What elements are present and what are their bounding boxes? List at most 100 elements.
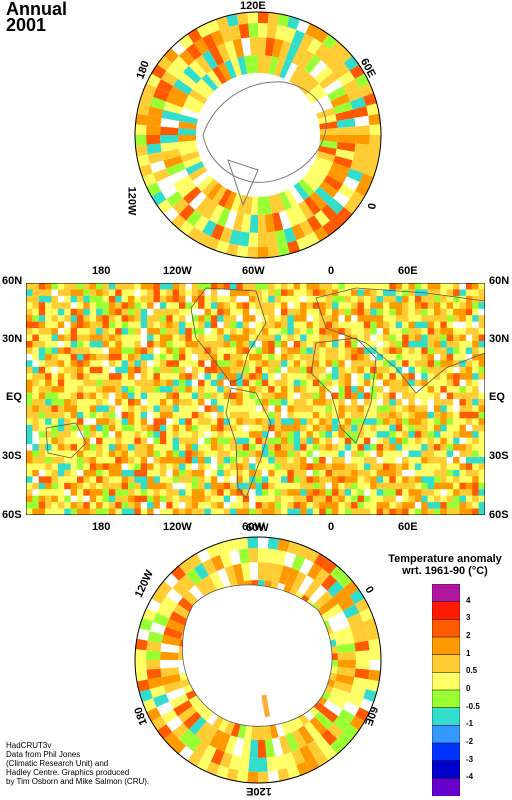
grid-cell <box>446 469 454 477</box>
grid-cell <box>242 495 250 503</box>
grid-cell <box>223 373 231 380</box>
grid-cell <box>434 444 441 451</box>
grid-cell <box>134 302 142 310</box>
polar-cell <box>247 246 258 258</box>
grid-cell <box>26 482 33 490</box>
grid-cell <box>370 508 377 515</box>
grid-cell <box>26 463 33 471</box>
grid-cell <box>38 360 46 368</box>
polar-cell <box>319 121 338 130</box>
grid-cell <box>172 392 180 400</box>
polar-cell <box>139 617 153 631</box>
grid-cell <box>332 508 339 515</box>
grid-cell <box>344 360 352 368</box>
grid-cell <box>172 444 180 451</box>
grid-cell <box>172 283 180 290</box>
grid-cell <box>287 308 295 316</box>
polar-cell <box>238 23 250 39</box>
grid-cell <box>57 463 65 471</box>
grid-cell <box>236 450 244 458</box>
south-label-120e: 120E <box>246 785 272 797</box>
polar-cell <box>232 212 245 232</box>
grid-cell <box>89 450 97 458</box>
grid-cell <box>217 418 224 426</box>
polar-cell <box>188 59 207 79</box>
polar-cell <box>165 618 186 633</box>
grid-cell <box>414 392 422 400</box>
grid-cell <box>293 295 301 303</box>
polar-cell <box>247 771 258 783</box>
polar-cell <box>309 191 328 211</box>
grid-cell <box>261 334 269 342</box>
polar-cell <box>314 156 334 169</box>
grid-cell <box>51 424 59 432</box>
grid-cell <box>166 476 173 484</box>
grid-cell <box>128 469 135 477</box>
grid-cell <box>453 411 460 419</box>
grid-cell <box>64 450 71 458</box>
grid-cell <box>306 476 314 484</box>
polar-cell <box>265 37 275 57</box>
grid-cell <box>351 450 358 458</box>
grid-cell <box>281 502 288 509</box>
grid-cell <box>332 444 339 451</box>
grid-cell <box>32 489 40 496</box>
grid-cell <box>408 392 416 400</box>
grid-cell <box>26 508 33 515</box>
grid-cell <box>395 450 403 458</box>
grid-cell <box>434 283 441 290</box>
grid-cell <box>83 360 91 368</box>
grid-cell <box>338 379 346 387</box>
grid-cell <box>147 360 154 368</box>
grid-cell <box>395 386 403 393</box>
grid-cell <box>261 289 269 297</box>
grid-cell <box>57 424 65 432</box>
grid-cell <box>159 476 167 484</box>
grid-cell <box>344 437 352 445</box>
grid-cell <box>179 431 186 438</box>
grid-cell <box>26 366 33 374</box>
grid-cell <box>45 379 52 387</box>
grid-cell <box>319 437 326 445</box>
grid-cell <box>134 373 142 380</box>
grid-cell <box>319 418 326 426</box>
polar-cell <box>215 765 229 779</box>
grid-cell <box>38 457 46 464</box>
grid-cell <box>166 418 173 426</box>
polar-cell <box>291 729 307 749</box>
grid-cell <box>38 482 46 490</box>
grid-cell <box>223 289 231 297</box>
grid-cell <box>108 463 116 471</box>
grid-cell <box>204 347 212 355</box>
grid-cell <box>427 489 435 496</box>
grid-cell <box>108 437 116 445</box>
grid-cell <box>338 334 346 342</box>
grid-cell <box>185 411 193 419</box>
grid-cell <box>312 379 320 387</box>
grid-cell <box>115 373 122 380</box>
grid-cell <box>115 450 122 458</box>
grid-cell <box>159 373 167 380</box>
polar-cell <box>182 101 202 114</box>
grid-cell <box>332 392 339 400</box>
grid-cell <box>108 457 116 464</box>
grid-cell <box>293 431 301 438</box>
grid-cell <box>102 295 110 303</box>
grid-cell <box>236 469 244 477</box>
grid-cell <box>96 508 103 515</box>
grid-cell <box>261 379 269 387</box>
north-america-outline <box>190 287 267 384</box>
grid-cell <box>395 431 403 438</box>
grid-cell <box>210 386 218 393</box>
grid-cell <box>465 489 473 496</box>
polar-cell <box>258 196 265 215</box>
grid-cell <box>191 353 199 361</box>
polar-cell <box>219 26 233 43</box>
grid-cell <box>434 353 441 361</box>
polar-cell <box>323 700 343 717</box>
grid-cell <box>465 289 473 297</box>
grid-cell <box>306 508 314 515</box>
polar-cell <box>171 565 186 581</box>
grid-cell <box>274 418 282 426</box>
grid-cell <box>128 476 135 484</box>
